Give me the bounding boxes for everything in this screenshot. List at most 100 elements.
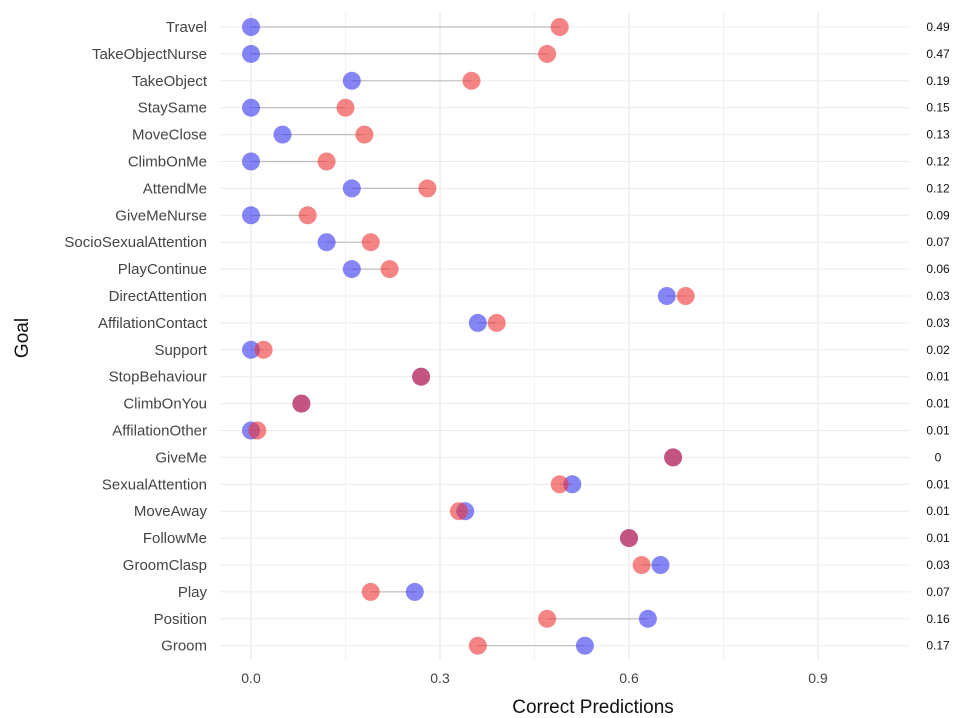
y-tick-label: SocioSexualAttention bbox=[64, 234, 207, 251]
difference-label: 0.01 bbox=[926, 370, 950, 384]
difference-label: 0.03 bbox=[926, 316, 950, 330]
y-tick-label: ClimbOnYou bbox=[123, 396, 207, 413]
difference-label: 0.02 bbox=[926, 343, 950, 357]
y-axis-title: Goal bbox=[12, 318, 33, 358]
red-point bbox=[468, 636, 487, 655]
red-point bbox=[449, 502, 468, 521]
red-point bbox=[380, 260, 399, 279]
y-tick-label: GroomClasp bbox=[123, 557, 207, 574]
grid-layer bbox=[220, 12, 910, 660]
blue-point bbox=[317, 233, 336, 252]
difference-label: 0.01 bbox=[926, 504, 950, 518]
red-point bbox=[292, 394, 311, 413]
blue-point bbox=[468, 313, 487, 332]
difference-label: 0 bbox=[935, 450, 942, 464]
difference-label: 0.07 bbox=[926, 235, 950, 249]
red-point bbox=[550, 18, 569, 36]
difference-label: 0.01 bbox=[926, 477, 950, 491]
red-point bbox=[418, 179, 437, 198]
y-tick-label: StopBehaviour bbox=[109, 369, 207, 386]
red-point bbox=[664, 448, 683, 467]
blue-point bbox=[575, 636, 594, 655]
difference-label: 0.15 bbox=[926, 101, 950, 115]
y-tick-label: TakeObjectNurse bbox=[92, 46, 207, 63]
red-point bbox=[632, 556, 651, 574]
red-point bbox=[538, 609, 557, 628]
blue-point bbox=[342, 179, 361, 198]
difference-label: 0.49 bbox=[926, 20, 950, 34]
red-point bbox=[317, 152, 336, 171]
red-point bbox=[676, 287, 695, 305]
blue-point bbox=[342, 260, 361, 279]
difference-label: 0.19 bbox=[926, 74, 950, 88]
blue-point bbox=[242, 206, 260, 225]
y-tick-label: PlayContinue bbox=[118, 261, 207, 278]
x-axis-title: Correct Predictions bbox=[512, 697, 674, 718]
red-point bbox=[538, 44, 557, 63]
y-tick-label: FollowMe bbox=[143, 530, 207, 547]
connector-layer bbox=[251, 26, 686, 647]
y-tick-label: Position bbox=[154, 611, 207, 628]
red-point bbox=[550, 475, 569, 494]
y-tick-label: ClimbOnMe bbox=[128, 154, 207, 171]
y-tick-label: SexualAttention bbox=[102, 476, 207, 493]
difference-label: 0.03 bbox=[926, 289, 950, 303]
y-tick-label: GiveMe bbox=[155, 449, 207, 466]
red-point bbox=[254, 340, 273, 359]
x-tick-label: 0.9 bbox=[808, 670, 828, 686]
x-tick-label: 0.3 bbox=[430, 670, 450, 686]
red-point bbox=[620, 529, 638, 548]
point-layer bbox=[242, 18, 695, 655]
blue-point bbox=[242, 340, 260, 359]
difference-label: 0.01 bbox=[926, 397, 950, 411]
y-tick-label: Groom bbox=[161, 638, 207, 655]
difference-label: 0.17 bbox=[926, 639, 950, 653]
y-tick-label: Play bbox=[178, 584, 208, 601]
y-tick-label: GiveMeNurse bbox=[115, 207, 207, 224]
blue-point bbox=[651, 556, 670, 574]
blue-point bbox=[242, 98, 260, 117]
blue-point bbox=[638, 609, 657, 628]
blue-point bbox=[242, 18, 260, 36]
y-tick-label: MoveClose bbox=[132, 127, 207, 144]
red-point bbox=[248, 421, 267, 440]
red-point bbox=[361, 233, 380, 252]
red-point bbox=[462, 71, 481, 90]
x-tick-label: 0.0 bbox=[241, 670, 261, 686]
blue-point bbox=[405, 582, 424, 601]
blue-point bbox=[657, 287, 676, 305]
blue-point bbox=[242, 44, 260, 63]
red-point bbox=[361, 582, 380, 601]
red-point bbox=[412, 367, 431, 386]
label-layer: 0.0 0.3 0.6 0.9 Travel 0.49 TakeObjectNurse 0.4… bbox=[64, 19, 950, 686]
y-tick-label: Travel bbox=[166, 19, 207, 36]
difference-label: 0.12 bbox=[926, 155, 950, 169]
difference-label: 0.47 bbox=[926, 47, 950, 61]
red-point bbox=[355, 125, 374, 144]
y-tick-label: StaySame bbox=[138, 100, 207, 117]
y-tick-label: DirectAttention bbox=[109, 288, 207, 305]
red-point bbox=[487, 313, 506, 332]
y-tick-label: AffilationOther bbox=[112, 423, 207, 440]
y-tick-label: Support bbox=[154, 342, 207, 359]
blue-point bbox=[273, 125, 292, 144]
blue-point bbox=[563, 475, 582, 494]
red-point bbox=[298, 206, 317, 225]
blue-point bbox=[342, 71, 361, 90]
y-tick-label: AffilationContact bbox=[98, 315, 208, 332]
y-tick-label: TakeObject bbox=[132, 73, 208, 90]
blue-point bbox=[242, 152, 260, 171]
difference-label: 0.06 bbox=[926, 262, 950, 276]
difference-label: 0.03 bbox=[926, 558, 950, 572]
difference-label: 0.07 bbox=[926, 585, 950, 599]
difference-label: 0.01 bbox=[926, 424, 950, 438]
x-tick-label: 0.6 bbox=[619, 670, 639, 686]
y-tick-label: MoveAway bbox=[134, 503, 208, 520]
red-point bbox=[336, 98, 355, 117]
difference-label: 0.09 bbox=[926, 208, 950, 222]
difference-label: 0.01 bbox=[926, 531, 950, 545]
difference-label: 0.12 bbox=[926, 181, 950, 195]
difference-label: 0.13 bbox=[926, 128, 950, 142]
y-tick-label: AttendMe bbox=[143, 180, 207, 197]
